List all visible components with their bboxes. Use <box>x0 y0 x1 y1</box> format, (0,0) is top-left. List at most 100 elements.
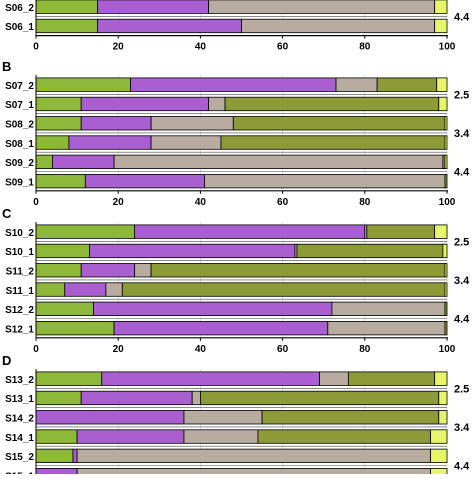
bar-segment <box>80 263 136 278</box>
bar-segment <box>444 116 448 131</box>
side-label: 4.4 <box>454 461 470 473</box>
category-label: S08_1 <box>5 139 34 150</box>
bar-segment <box>442 243 448 259</box>
bar-segment <box>89 243 296 259</box>
bar-segment <box>319 371 349 386</box>
category-label: S12_1 <box>5 324 34 335</box>
side-label: 4.4 <box>454 11 470 23</box>
bar-segment <box>430 467 448 479</box>
bar-segment <box>35 467 78 479</box>
category-label: S07_1 <box>5 100 34 111</box>
bar-segment <box>150 116 234 131</box>
bar-segment <box>261 410 440 425</box>
side-label: 4.4 <box>454 314 470 326</box>
bar-segment <box>444 263 448 278</box>
category-label: S14_1 <box>5 433 34 444</box>
category-label: S09_1 <box>5 177 34 188</box>
bar-segment <box>444 173 448 189</box>
category-label: S08_2 <box>5 120 34 131</box>
bar-segment <box>76 467 431 479</box>
bar-segment <box>438 390 448 406</box>
bar-segment <box>220 135 446 150</box>
bar-segment <box>331 301 446 317</box>
x-tick-label: 80 <box>359 42 371 53</box>
bar-segment <box>105 282 123 297</box>
bar-segment <box>76 448 431 464</box>
bar-segment <box>134 224 366 239</box>
side-label: 4.4 <box>454 167 470 179</box>
bar-segment <box>35 77 131 92</box>
bar-segment <box>101 371 320 386</box>
x-tick-label: 40 <box>195 42 207 53</box>
bar-segment <box>35 301 94 317</box>
bar-segment <box>347 371 436 386</box>
bar-segment <box>150 135 222 150</box>
bar-segment <box>52 154 115 170</box>
bar-segment <box>121 282 446 297</box>
category-label: S15_2 <box>5 452 34 463</box>
bar-segment <box>444 154 448 170</box>
bar-segment <box>430 448 448 464</box>
panel-label: D <box>2 353 11 368</box>
bar-segment <box>68 135 152 150</box>
bar-segment <box>204 173 446 189</box>
bar-segment <box>35 0 99 14</box>
bar-segment <box>199 390 440 406</box>
category-label: S07_2 <box>5 81 34 92</box>
x-tick-label: 0 <box>33 197 39 208</box>
bar-segment <box>35 173 86 189</box>
bar-segment <box>232 116 446 131</box>
bar-segment <box>444 135 448 150</box>
bar-segment <box>434 0 448 14</box>
category-label: S12_2 <box>5 305 34 316</box>
x-tick-label: 0 <box>33 344 39 355</box>
bar-segment <box>80 116 152 131</box>
bar-segment <box>208 0 436 14</box>
category-label: S13_1 <box>5 394 34 405</box>
panel-label: C <box>2 206 12 221</box>
x-tick-label: 60 <box>277 344 289 355</box>
bar-segment <box>35 429 78 444</box>
bar-segment <box>97 18 242 34</box>
bar-segment <box>80 390 193 406</box>
x-tick-label: 100 <box>439 344 456 355</box>
bar-segment <box>444 301 448 317</box>
x-tick-label: 100 <box>439 42 456 53</box>
bar-segment <box>134 263 152 278</box>
bar-segment <box>80 96 210 112</box>
bar-segment <box>97 0 210 14</box>
x-tick-label: 20 <box>113 42 125 53</box>
x-tick-label: 20 <box>113 197 125 208</box>
category-label: S06_1 <box>5 22 34 33</box>
bar-segment <box>35 243 90 259</box>
bar-segment <box>35 135 70 150</box>
category-label: S09_2 <box>5 158 34 169</box>
bar-segment <box>130 77 337 92</box>
bar-segment <box>35 154 53 170</box>
bar-segment <box>72 448 78 464</box>
bar-segment <box>93 301 333 317</box>
x-tick-label: 0 <box>33 42 39 53</box>
x-tick-label: 60 <box>277 42 289 53</box>
category-label: S06_2 <box>5 3 34 14</box>
bar-segment <box>257 429 431 444</box>
side-label: 3.4 <box>454 422 470 434</box>
bar-segment <box>76 429 185 444</box>
x-tick-label: 40 <box>195 197 207 208</box>
bar-segment <box>35 371 103 386</box>
bar-segment <box>183 410 263 425</box>
side-label: 3.4 <box>454 275 470 287</box>
bar-segment <box>84 173 205 189</box>
bar-segment <box>35 390 82 406</box>
bar-segment <box>113 320 329 336</box>
bar-segment <box>35 96 82 112</box>
bar-segment <box>191 390 201 406</box>
category-label: S14_2 <box>5 414 34 425</box>
category-label: S10_2 <box>5 228 34 239</box>
bar-segment <box>35 320 115 336</box>
bar-segment <box>35 18 99 34</box>
bar-segment <box>438 96 448 112</box>
bar-segment <box>183 429 259 444</box>
